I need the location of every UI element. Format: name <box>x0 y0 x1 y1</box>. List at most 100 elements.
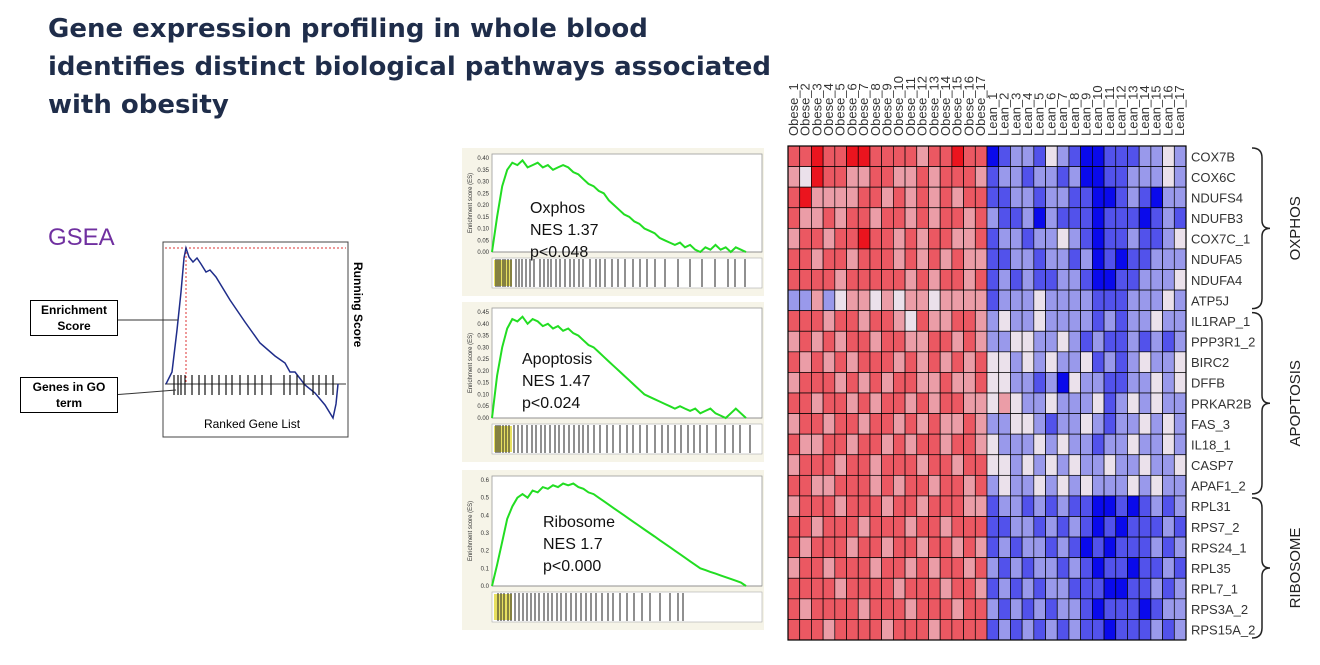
heatmap-cell <box>1115 310 1128 332</box>
heatmap-cell <box>951 207 964 229</box>
heatmap-cell <box>869 495 883 517</box>
heatmap-column-label: Lean_10 <box>1090 85 1105 136</box>
heatmap-cell <box>974 495 988 517</box>
heatmap-cell <box>904 474 918 497</box>
heatmap-cell <box>881 186 894 209</box>
heatmap-cell <box>1033 248 1046 270</box>
heatmap-cell <box>787 351 801 373</box>
heatmap-cell <box>857 310 871 332</box>
heatmap-row-label: RPL31 <box>1191 499 1231 514</box>
heatmap-cell <box>928 330 941 353</box>
heatmap-cell <box>951 433 964 456</box>
heatmap-cell <box>869 433 883 456</box>
heatmap-cell <box>1127 145 1140 167</box>
heatmap-cell <box>822 207 836 229</box>
heatmap-cell <box>1021 454 1035 476</box>
heatmap-cell <box>857 536 871 559</box>
heatmap-column-label: Obese_14 <box>938 76 953 136</box>
heatmap-cell <box>1138 269 1152 291</box>
heatmap-cell <box>998 474 1011 497</box>
heatmap-cell <box>892 598 906 620</box>
heatmap-cell <box>811 454 824 476</box>
heatmap-cell <box>904 227 918 250</box>
heatmap-cell <box>846 619 859 641</box>
heatmap-cell <box>892 145 906 167</box>
heatmap-cell <box>1138 248 1152 270</box>
heatmap-cell <box>916 557 929 579</box>
heatmap-cell <box>799 413 812 435</box>
es-panel-2-ytick-7: 0.15 <box>477 381 489 387</box>
heatmap-cell <box>951 310 964 332</box>
es-panel-1-ytick-1: 0.40 <box>477 156 489 162</box>
heatmap-cell <box>1045 598 1058 620</box>
heatmap-cell <box>846 577 859 600</box>
heatmap-cell <box>1103 207 1117 229</box>
heatmap-cell <box>881 269 894 291</box>
heatmap-column-label: Lean_11 <box>1102 86 1117 136</box>
heatmap-cell <box>974 392 988 414</box>
heatmap-cell <box>1068 392 1081 414</box>
heatmap-cell <box>1138 536 1152 559</box>
es-panel-3-curve <box>491 482 747 587</box>
heatmap-cell <box>822 392 836 414</box>
heatmap-cell <box>998 145 1011 167</box>
heatmap-cell <box>857 474 871 497</box>
heatmap-cell <box>892 310 906 332</box>
heatmap-cell <box>857 577 871 600</box>
heatmap-cell <box>834 433 847 456</box>
heatmap-cell <box>1068 413 1081 435</box>
heatmap-cell <box>928 145 941 167</box>
heatmap-cell <box>1127 310 1140 332</box>
es-panel-1-ylabel: Enrichment score (ES) <box>468 173 474 233</box>
genes-pointer <box>111 389 177 396</box>
heatmap-cell <box>1021 186 1035 209</box>
heatmap-cell <box>857 248 871 270</box>
heatmap-cell <box>869 207 883 229</box>
group-brace-apoptosis <box>1251 311 1271 495</box>
heatmap-cell <box>963 310 976 332</box>
heatmap-cell <box>1056 433 1070 456</box>
heatmap-cell <box>799 330 812 353</box>
heatmap-cell <box>834 289 847 312</box>
heatmap-cell <box>1103 619 1117 641</box>
heatmap-cell <box>1021 269 1035 291</box>
heatmap-cell <box>822 577 836 600</box>
heatmap-cell <box>846 392 859 414</box>
heatmap-cell <box>811 474 824 497</box>
heatmap-cell <box>822 248 836 270</box>
heatmap-cell <box>1080 248 1093 270</box>
heatmap-column-label: Lean_6 <box>1043 93 1058 136</box>
heatmap-cell <box>1162 145 1175 167</box>
heatmap-cell <box>881 166 894 188</box>
heatmap-cell <box>1068 207 1081 229</box>
heatmap-cell <box>1103 413 1117 435</box>
heatmap-cell <box>1045 619 1058 641</box>
heatmap-cell <box>998 351 1011 373</box>
heatmap-cell <box>1033 269 1046 291</box>
heatmap-cell <box>1138 207 1152 229</box>
heatmap-cell <box>951 474 964 497</box>
group-brace-oxphos <box>1251 147 1271 310</box>
heatmap-cell <box>799 269 812 291</box>
heatmap-cell <box>834 227 847 250</box>
heatmap-cell <box>846 516 859 538</box>
heatmap-cell <box>1080 577 1093 600</box>
es-panel-3-plot-area <box>491 475 763 587</box>
heatmap-row-label: DFFB <box>1191 376 1225 391</box>
heatmap-cell <box>998 495 1011 517</box>
heatmap-cell <box>1010 577 1023 600</box>
heatmap-cell <box>904 248 918 270</box>
heatmap-cell <box>1103 557 1117 579</box>
heatmap-cell <box>881 207 894 229</box>
heatmap-cell <box>939 413 953 435</box>
heatmap-cell <box>1010 536 1023 559</box>
heatmap-cell <box>951 289 964 312</box>
heatmap-cell <box>974 207 988 229</box>
heatmap-cell <box>1056 536 1070 559</box>
heatmap-cell <box>928 166 941 188</box>
heatmap-cell <box>811 186 824 209</box>
heatmap-cell <box>822 310 836 332</box>
heatmap-cell <box>1162 392 1175 414</box>
heatmap-cell <box>1150 577 1163 600</box>
heatmap-cell <box>939 536 953 559</box>
